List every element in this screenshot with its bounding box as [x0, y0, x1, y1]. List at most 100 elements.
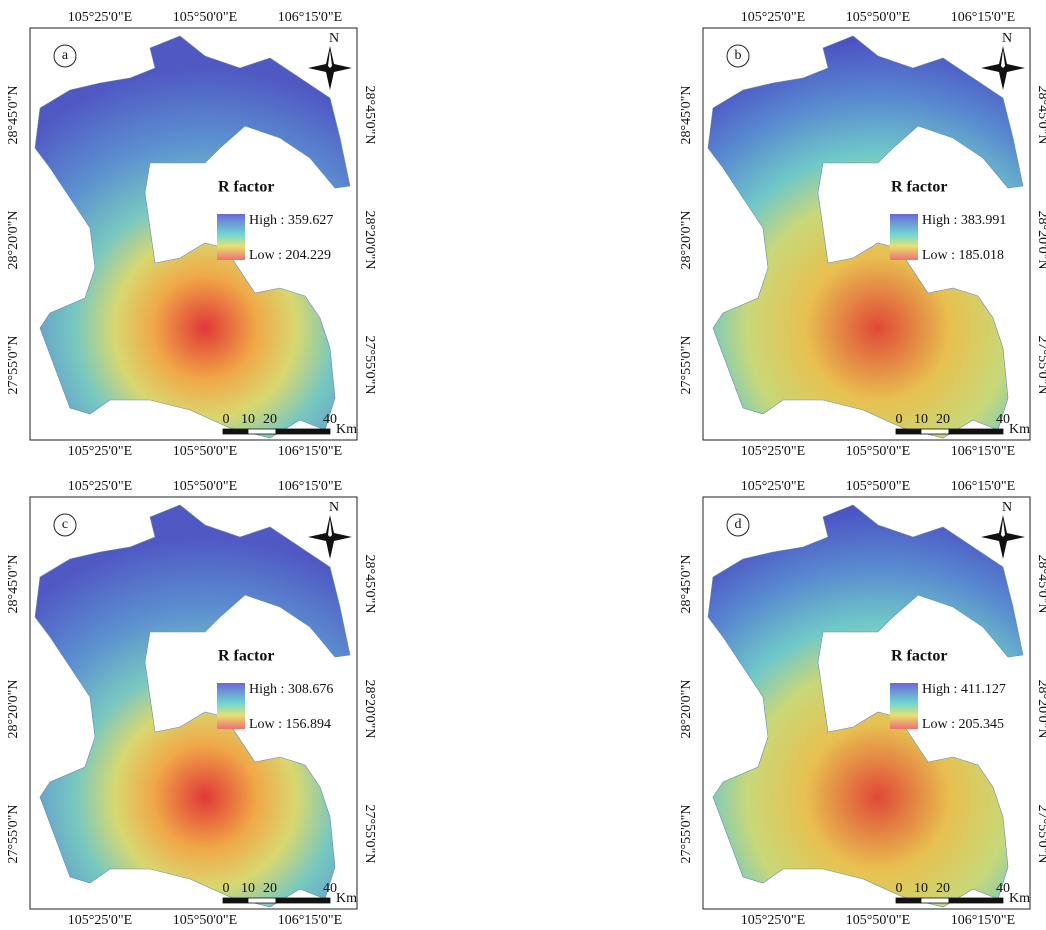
- scale-bar-segment: [948, 897, 1004, 904]
- longitude-label: 105°50'0"E: [846, 913, 910, 928]
- panel-label-circle: [726, 513, 750, 537]
- longitude-label: 106°15'0"E: [951, 913, 1015, 928]
- legend-high: High : 308.676: [249, 682, 333, 697]
- latitude-label: 27°55'0"N: [362, 336, 377, 395]
- longitude-label: 105°50'0"E: [173, 479, 237, 494]
- longitude-label: 106°15'0"E: [278, 913, 342, 928]
- longitude-label: 105°50'0"E: [173, 10, 237, 25]
- region-map: [707, 35, 1024, 439]
- panel-label: a: [62, 48, 69, 63]
- scale-label: 40: [323, 881, 337, 896]
- latitude-label: 28°45'0"N: [6, 555, 21, 614]
- latitude-label: 28°45'0"N: [362, 86, 377, 145]
- legend-high: High : 359.627: [249, 213, 333, 228]
- longitude-label: 106°15'0"E: [278, 444, 342, 459]
- north-arrow-inner: [1001, 50, 1005, 68]
- panel-label: d: [735, 517, 742, 532]
- scale-bar-segment: [895, 897, 922, 904]
- scale-label: 10: [914, 412, 928, 427]
- region-map: [34, 504, 351, 908]
- scale-label: 20: [936, 881, 950, 896]
- scale-bar-segment: [247, 897, 277, 904]
- latitude-label: 28°45'0"N: [679, 86, 694, 145]
- latitude-label: 28°20'0"N: [679, 211, 694, 270]
- scale-label: 40: [996, 881, 1010, 896]
- region-map: [34, 35, 351, 439]
- north-arrow-inner: [328, 519, 332, 537]
- latitude-label: 28°45'0"N: [1035, 86, 1046, 145]
- scale-label: 20: [936, 412, 950, 427]
- longitude-label: 106°15'0"E: [951, 444, 1015, 459]
- latitude-label: 28°45'0"N: [6, 86, 21, 145]
- scale-bar-segment: [222, 897, 249, 904]
- scale-bar-segment: [275, 428, 331, 435]
- latitude-label: 28°45'0"N: [679, 555, 694, 614]
- panel-label-circle: [53, 44, 77, 68]
- latitude-label: 27°55'0"N: [6, 805, 21, 864]
- longitude-label: 105°25'0"E: [741, 479, 805, 494]
- scale-label: 10: [241, 881, 255, 896]
- legend-ramp: [217, 683, 245, 729]
- longitude-label: 106°15'0"E: [951, 10, 1015, 25]
- longitude-label: 105°25'0"E: [741, 444, 805, 459]
- map-frame: [702, 27, 1031, 441]
- scale-label: 0: [223, 881, 230, 896]
- scale-bar-segment: [920, 428, 950, 435]
- latitude-label: 28°20'0"N: [1035, 680, 1046, 739]
- scale-label: 0: [896, 881, 903, 896]
- longitude-label: 105°25'0"E: [741, 10, 805, 25]
- longitude-label: 105°50'0"E: [173, 444, 237, 459]
- scale-label: 40: [996, 412, 1010, 427]
- legend-title: R factor: [218, 179, 274, 196]
- scale-bar-segment: [222, 428, 249, 435]
- panel-label: c: [62, 517, 68, 532]
- scale-bar-segment: [920, 897, 950, 904]
- longitude-label: 105°25'0"E: [741, 913, 805, 928]
- north-label: N: [1002, 500, 1012, 515]
- longitude-label: 106°15'0"E: [951, 479, 1015, 494]
- latitude-label: 28°45'0"N: [362, 555, 377, 614]
- map-panel: 105°25'0"E 105°25'0"E 105°50'0"E 105°50'0"E…: [679, 10, 1046, 459]
- panel-label-circle: [726, 44, 750, 68]
- longitude-label: 106°15'0"E: [278, 479, 342, 494]
- region-map: [707, 504, 1024, 908]
- scale-label: 40: [323, 412, 337, 427]
- scale-label: 0: [223, 412, 230, 427]
- panel-label: b: [735, 48, 742, 63]
- scale-unit: Km: [336, 422, 357, 437]
- scale-label: 10: [914, 881, 928, 896]
- north-label: N: [329, 31, 339, 46]
- latitude-label: 28°20'0"N: [6, 680, 21, 739]
- map-frame: [29, 27, 358, 441]
- legend-low: Low : 205.345: [922, 717, 1004, 732]
- legend-ramp: [217, 214, 245, 260]
- longitude-label: 105°25'0"E: [68, 913, 132, 928]
- legend-high: High : 411.127: [922, 682, 1006, 697]
- legend-title: R factor: [891, 648, 947, 665]
- north-arrow-inner: [328, 50, 332, 68]
- legend-low: Low : 156.894: [249, 717, 331, 732]
- longitude-label: 105°50'0"E: [846, 479, 910, 494]
- longitude-label: 105°50'0"E: [846, 444, 910, 459]
- latitude-label: 28°45'0"N: [1035, 555, 1046, 614]
- latitude-label: 28°20'0"N: [1035, 211, 1046, 270]
- scale-bar-segment: [247, 428, 277, 435]
- map-panel: 105°25'0"E 105°25'0"E 105°50'0"E 105°50'0"E…: [679, 479, 1046, 928]
- legend-low: Low : 204.229: [249, 248, 331, 263]
- scale-bar-segment: [275, 897, 331, 904]
- scale-bar-segment: [895, 428, 922, 435]
- latitude-label: 28°20'0"N: [362, 680, 377, 739]
- latitude-label: 27°55'0"N: [1035, 336, 1046, 395]
- latitude-label: 27°55'0"N: [679, 336, 694, 395]
- north-arrow-inner: [1001, 519, 1005, 537]
- legend-ramp: [890, 214, 918, 260]
- latitude-label: 28°20'0"N: [6, 211, 21, 270]
- longitude-label: 105°25'0"E: [68, 444, 132, 459]
- latitude-label: 28°20'0"N: [362, 211, 377, 270]
- scale-label: 10: [241, 412, 255, 427]
- north-label: N: [1002, 31, 1012, 46]
- panel-label-circle: [53, 513, 77, 537]
- longitude-label: 105°25'0"E: [68, 479, 132, 494]
- scale-label: 20: [263, 412, 277, 427]
